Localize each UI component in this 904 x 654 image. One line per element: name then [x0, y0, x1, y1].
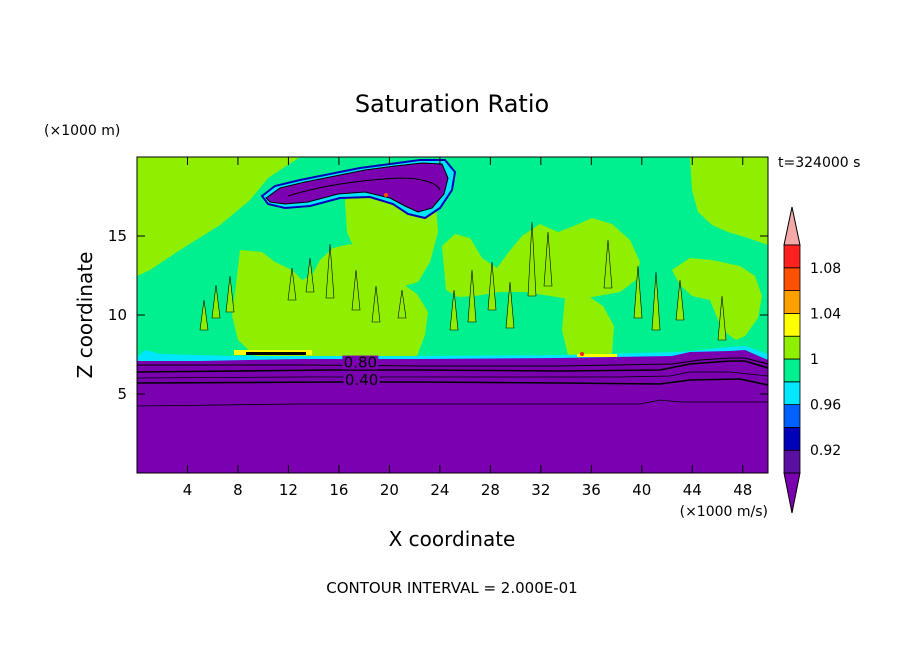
- x-tick-label: 4: [183, 481, 193, 499]
- colorbar-tick-label: 0.92: [810, 443, 841, 459]
- x-tick-label: 48: [733, 481, 752, 499]
- colorbar-bottom-triangle: [783, 472, 801, 514]
- colorbar-segment: [783, 449, 801, 474]
- colorbar-segment: [783, 358, 801, 383]
- x-tick-label: 8: [233, 481, 243, 499]
- cloud-streaks: [199, 221, 727, 341]
- colorbar-segment: [783, 244, 801, 269]
- black-strip: [246, 352, 306, 355]
- y-axis: 5 10 15: [108, 227, 768, 403]
- contour-interval-footer: CONTOUR INTERVAL = 2.000E-01: [326, 579, 577, 597]
- colorbar-top-triangle: [783, 206, 801, 246]
- y-axis-unit: (×1000 m): [44, 123, 120, 139]
- colorbar-segment: [783, 404, 801, 428]
- red-spot-top: [384, 193, 388, 197]
- colorbar-segment: [783, 290, 801, 314]
- x-tick-label: 12: [279, 481, 298, 499]
- time-label: t=324000 s: [778, 155, 860, 171]
- yellow-strip-right: [577, 354, 617, 357]
- contour-label: 0.40: [345, 371, 378, 389]
- contour-label: 0.80: [344, 354, 377, 372]
- y-tick-label: 15: [108, 227, 127, 245]
- chart-title: Saturation Ratio: [355, 90, 549, 118]
- colorbar-segment: [783, 335, 801, 360]
- contour-label-bg: [343, 372, 380, 387]
- colorbar-segment: [783, 312, 801, 337]
- red-spot: [580, 352, 584, 356]
- contour-labels: 0.800.40: [342, 354, 380, 389]
- x-tick-label: 40: [632, 481, 651, 499]
- colorbar-tick-label: 1.04: [810, 306, 841, 322]
- contour-label-bg: [342, 355, 379, 370]
- colorbar-segment: [783, 381, 801, 405]
- x-axis-label: X coordinate: [389, 527, 516, 551]
- colorbar-tick-label: 1.08: [810, 261, 841, 277]
- y-tick-label: 10: [108, 306, 127, 324]
- x-tick-label: 20: [380, 481, 399, 499]
- x-tick-label: 16: [329, 481, 348, 499]
- upper-dry-patch: [260, 159, 457, 220]
- y-tick-label: 5: [117, 385, 127, 403]
- x-tick-label: 32: [531, 481, 550, 499]
- x-tick-label: 36: [582, 481, 601, 499]
- x-tick-label: 24: [430, 481, 449, 499]
- colorbar: 0.92 0.96 1 1.04 1.08: [783, 206, 841, 514]
- y-axis-label: Z coordinate: [73, 252, 97, 379]
- colorbar-segment: [783, 267, 801, 291]
- x-axis: 4 8 12 16 20 24 28 32 36 40 44 48: [183, 157, 752, 499]
- colorbar-segment: [783, 426, 801, 451]
- x-tick-label: 44: [683, 481, 702, 499]
- x-axis-unit: (×1000 m/s): [680, 504, 768, 520]
- x-tick-label: 28: [481, 481, 500, 499]
- plot-area: 0.800.40: [136, 156, 769, 474]
- lower-subsaturated-layer: [137, 350, 768, 473]
- colorbar-tick-label: 0.96: [810, 398, 841, 414]
- colorbar-tick-label: 1: [810, 352, 819, 368]
